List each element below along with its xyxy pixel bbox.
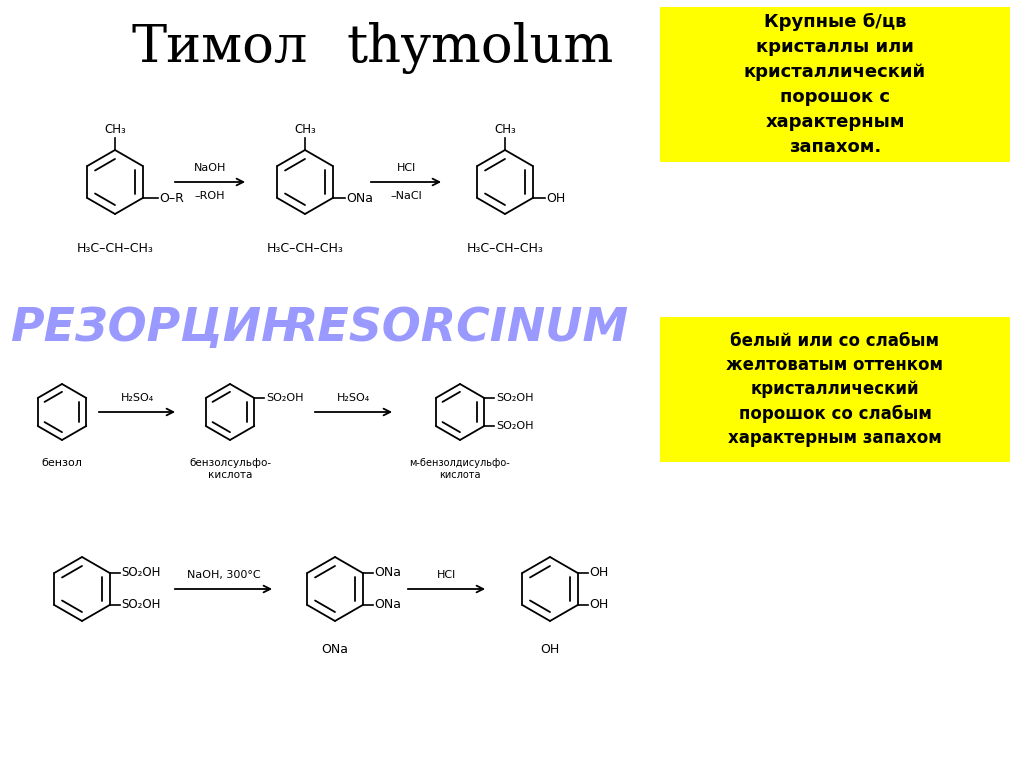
Text: HCl: HCl xyxy=(437,570,456,580)
Text: бензолсульфо-
кислота: бензолсульфо- кислота xyxy=(189,458,271,479)
Text: H₂SO₄: H₂SO₄ xyxy=(337,393,370,403)
Text: CH₃: CH₃ xyxy=(294,123,315,136)
Text: thymolum: thymolum xyxy=(346,22,613,74)
Text: NaOH: NaOH xyxy=(194,163,226,173)
Bar xyxy=(660,317,1010,462)
Text: SO₂OH: SO₂OH xyxy=(122,567,161,580)
Text: –ROH: –ROH xyxy=(195,191,225,201)
Bar xyxy=(660,7,1010,162)
Text: SO₂OH: SO₂OH xyxy=(497,393,534,403)
Text: белый или со слабым
желтоватым оттенком
кристаллический
порошок со слабым
характ: белый или со слабым желтоватым оттенком … xyxy=(726,332,943,447)
Text: Крупные б/цв
кристаллы или
кристаллический
порошок с
характерным
запахом.: Крупные б/цв кристаллы или кристаллическ… xyxy=(744,13,926,156)
Text: Тимол: Тимол xyxy=(132,22,308,73)
Text: O–R: O–R xyxy=(160,192,184,205)
Text: РЕЗОРЦИН: РЕЗОРЦИН xyxy=(10,307,300,351)
Text: ONa: ONa xyxy=(375,598,401,611)
Text: бензол: бензол xyxy=(42,458,83,468)
Text: H₃C–CH–CH₃: H₃C–CH–CH₃ xyxy=(77,242,154,255)
Text: м-бензолдисульфо-
кислота: м-бензолдисульфо- кислота xyxy=(410,458,510,479)
Text: CH₃: CH₃ xyxy=(104,123,126,136)
Text: HCl: HCl xyxy=(396,163,416,173)
Text: H₃C–CH–CH₃: H₃C–CH–CH₃ xyxy=(467,242,544,255)
Text: ONa: ONa xyxy=(375,567,401,580)
Text: SO₂OH: SO₂OH xyxy=(266,393,304,403)
Text: SO₂OH: SO₂OH xyxy=(497,421,534,431)
Text: OH: OH xyxy=(547,192,566,205)
Text: H₂SO₄: H₂SO₄ xyxy=(121,393,154,403)
Text: SO₂OH: SO₂OH xyxy=(122,598,161,611)
Text: OH: OH xyxy=(541,643,560,656)
Text: CH₃: CH₃ xyxy=(495,123,516,136)
Text: ONa: ONa xyxy=(347,192,374,205)
Text: NaOH, 300°C: NaOH, 300°C xyxy=(186,570,260,580)
Text: ONa: ONa xyxy=(322,643,348,656)
Text: RESORCINUM: RESORCINUM xyxy=(282,307,628,351)
Text: H₃C–CH–CH₃: H₃C–CH–CH₃ xyxy=(266,242,343,255)
Text: OH: OH xyxy=(590,567,609,580)
Text: –NaCl: –NaCl xyxy=(390,191,422,201)
Text: OH: OH xyxy=(590,598,609,611)
